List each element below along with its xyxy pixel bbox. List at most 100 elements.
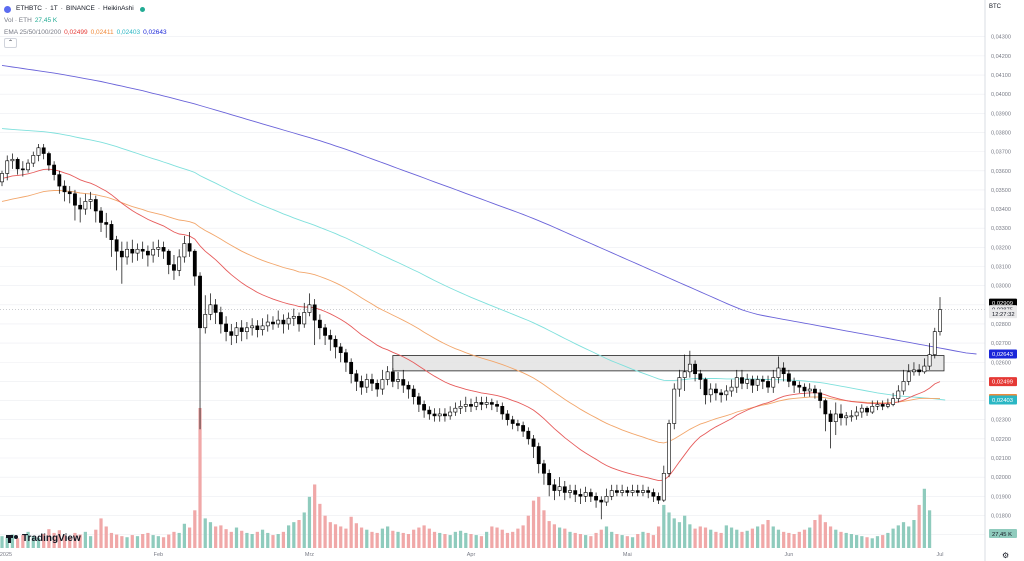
volume-bar — [615, 534, 619, 548]
candle — [745, 373, 750, 390]
candle-down-body — [218, 312, 223, 325]
chart-style-label[interactable]: HeikinAshi — [103, 5, 134, 12]
candle — [99, 207, 103, 233]
separator-1: · — [45, 5, 48, 12]
candle — [896, 385, 901, 403]
resistance-zone — [392, 355, 945, 372]
volume-bar — [641, 531, 645, 548]
candle-up-body — [203, 314, 208, 329]
candle-down-body — [536, 446, 541, 465]
ema-row[interactable]: EMA 25/50/100/200 0,02499 0,02411 0,0240… — [4, 27, 167, 39]
candle-down-body — [594, 495, 598, 501]
candle — [912, 362, 916, 376]
candle-down-body — [104, 222, 109, 225]
volume-bar — [359, 527, 364, 548]
candle-up-body — [156, 247, 161, 250]
volume-bar — [266, 532, 270, 548]
candle — [203, 295, 208, 334]
volume-bar — [792, 534, 796, 548]
candle-down-body — [531, 438, 536, 447]
volume-bar — [912, 520, 916, 548]
volume-bar — [719, 532, 723, 548]
candle-down-body — [443, 413, 447, 417]
candle — [62, 180, 67, 202]
candle — [536, 442, 541, 474]
candle — [693, 360, 697, 382]
candle-up-body — [891, 398, 896, 405]
candle-down-body — [573, 490, 578, 495]
volume-bar — [135, 536, 140, 548]
volume-bar — [422, 525, 426, 548]
volume-bar — [771, 526, 775, 548]
candle-down-body — [500, 405, 505, 415]
candles — [0, 143, 942, 520]
candle — [125, 241, 129, 265]
volume-bar — [42, 534, 46, 548]
candle — [67, 186, 72, 204]
volume-bar — [219, 525, 223, 548]
volume-bar — [208, 522, 213, 548]
candle — [458, 400, 463, 414]
candle — [443, 408, 447, 422]
candle — [401, 369, 406, 393]
y-tick-label: 0,03200 — [991, 245, 1011, 251]
tradingview-logo[interactable]: TradingView — [6, 533, 81, 544]
candle-down-body — [635, 490, 640, 493]
settings-icon[interactable]: ⚙ — [1002, 551, 1010, 560]
candle — [479, 396, 484, 411]
candle — [489, 398, 494, 411]
volume-bar — [610, 531, 614, 548]
candle — [755, 375, 760, 391]
volume-bar — [834, 529, 838, 548]
y-tick-label: 0,02100 — [991, 456, 1011, 462]
volume-bar — [922, 488, 926, 548]
candle-up-body — [854, 411, 859, 417]
price-badge-label: 0,02499 — [992, 380, 1013, 386]
candle — [218, 306, 223, 334]
candle-up-body — [458, 405, 463, 409]
volume-bar — [276, 534, 280, 548]
candle — [291, 308, 296, 326]
candle — [786, 369, 791, 388]
volume-bar — [297, 520, 301, 548]
volume-bar — [886, 532, 890, 548]
candle — [583, 486, 588, 503]
candle — [562, 480, 567, 501]
candle — [370, 373, 374, 391]
volume-badge-label: 27,45 K — [992, 532, 1012, 538]
volume-bar — [57, 530, 61, 548]
candle-up-body — [437, 413, 442, 417]
candle-up-body — [364, 379, 369, 388]
candle — [901, 369, 906, 395]
candle-down-body — [489, 402, 494, 405]
candle — [265, 314, 270, 332]
candle — [46, 151, 51, 171]
candle — [802, 383, 807, 397]
candle — [78, 197, 83, 223]
collapse-legend-button[interactable]: ⌃ — [4, 38, 17, 48]
interval-label[interactable]: 1T — [50, 5, 58, 12]
volume-bar — [860, 536, 864, 548]
x-tick-label: Jul — [936, 552, 943, 558]
candle-up-body — [583, 492, 588, 497]
candle — [145, 245, 150, 267]
resistance-zone-box — [392, 355, 945, 372]
candle — [20, 161, 25, 177]
symbol-row[interactable]: ETHBTC · 1T · BINANCE · HeikinAshi — [4, 3, 167, 15]
symbol-name[interactable]: ETHBTC — [16, 5, 42, 12]
candle-down-body — [130, 248, 135, 254]
candle-down-body — [719, 392, 724, 396]
volume-row[interactable]: Vol · ETH 27,45 K — [4, 15, 167, 27]
candle — [151, 241, 156, 263]
candle-down-body — [406, 384, 411, 390]
candle — [542, 459, 546, 485]
currency-label[interactable]: BTC — [989, 4, 1001, 10]
volume-bar — [448, 535, 452, 548]
candle-up-body — [448, 411, 453, 417]
candle — [531, 435, 536, 458]
candle — [927, 343, 932, 370]
candle — [453, 402, 458, 416]
volume-bar — [521, 525, 525, 548]
candle — [396, 371, 400, 390]
